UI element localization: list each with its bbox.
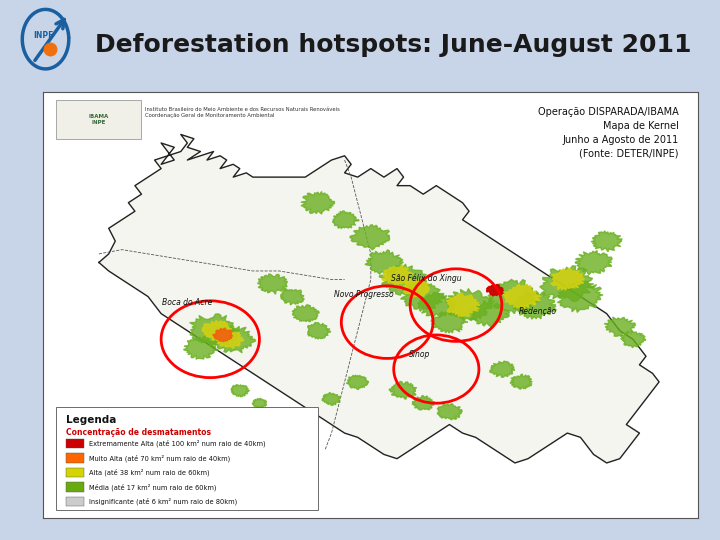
Polygon shape	[446, 288, 493, 321]
Text: Insignificante (até 6 km² num raio de 80km): Insignificante (até 6 km² num raio de 80…	[89, 497, 238, 505]
Polygon shape	[280, 289, 305, 305]
Polygon shape	[503, 284, 541, 309]
Polygon shape	[510, 374, 532, 389]
Polygon shape	[540, 266, 594, 301]
Polygon shape	[486, 285, 503, 296]
Polygon shape	[490, 361, 515, 377]
Text: Concentração de desmatamentos: Concentração de desmatamentos	[66, 428, 211, 437]
Text: IBAMA
INPE: IBAMA INPE	[89, 114, 109, 125]
Text: Muito Alta (até 70 km² num raio de 40km): Muito Alta (até 70 km² num raio de 40km)	[89, 454, 230, 462]
Text: Legenda: Legenda	[66, 415, 117, 425]
Polygon shape	[365, 250, 403, 274]
Polygon shape	[333, 211, 359, 228]
Polygon shape	[446, 293, 480, 316]
Polygon shape	[189, 314, 240, 347]
Text: Alta (até 38 km² num raio de 60km): Alta (até 38 km² num raio de 60km)	[89, 469, 210, 476]
Bar	[56, 408, 318, 510]
Polygon shape	[307, 322, 331, 339]
Polygon shape	[488, 279, 539, 314]
Bar	[66, 468, 84, 477]
Polygon shape	[621, 332, 646, 348]
Polygon shape	[403, 279, 429, 297]
Text: Novo Progresso: Novo Progresso	[334, 290, 394, 299]
Bar	[66, 438, 84, 448]
Polygon shape	[213, 328, 233, 342]
Text: Deforestation hotspots: June-August 2011: Deforestation hotspots: June-August 2011	[96, 33, 692, 57]
Text: Operação DISPARADA/IBAMA
Mapa de Kernel
Junho a Agosto de 2011
(Fonte: DETER/INP: Operação DISPARADA/IBAMA Mapa de Kernel …	[538, 107, 679, 159]
Polygon shape	[184, 336, 218, 359]
Polygon shape	[575, 251, 612, 274]
Polygon shape	[604, 317, 636, 336]
Polygon shape	[257, 274, 288, 294]
Polygon shape	[418, 293, 456, 317]
Polygon shape	[301, 192, 335, 214]
Text: Extremamente Alta (até 100 km² num raio de 40km): Extremamente Alta (até 100 km² num raio …	[89, 440, 266, 447]
Polygon shape	[350, 225, 390, 250]
Polygon shape	[217, 331, 244, 348]
Polygon shape	[322, 393, 341, 406]
Polygon shape	[382, 266, 413, 286]
Polygon shape	[390, 381, 417, 399]
Polygon shape	[346, 375, 369, 389]
Polygon shape	[591, 231, 622, 252]
Polygon shape	[431, 311, 468, 333]
Polygon shape	[230, 384, 249, 397]
Text: Boca do Acre: Boca do Acre	[162, 299, 212, 307]
Text: Média (até 17 km² num raio de 60km): Média (até 17 km² num raio de 60km)	[89, 483, 217, 490]
Polygon shape	[252, 398, 266, 408]
Bar	[56, 100, 141, 139]
Text: INPE: INPE	[34, 31, 54, 40]
Bar	[66, 453, 84, 463]
Polygon shape	[212, 326, 256, 353]
Bar	[66, 497, 84, 506]
Polygon shape	[468, 300, 509, 327]
Polygon shape	[437, 404, 462, 420]
Text: São Félix do Xingu: São Félix do Xingu	[391, 274, 462, 284]
Polygon shape	[551, 268, 585, 291]
Polygon shape	[202, 320, 232, 341]
Text: Redenção: Redenção	[519, 307, 557, 316]
Polygon shape	[400, 282, 445, 312]
Polygon shape	[379, 264, 427, 295]
Polygon shape	[292, 305, 319, 322]
Polygon shape	[557, 281, 603, 313]
Polygon shape	[412, 396, 435, 410]
Text: Instituto Brasileiro do Meio Ambiente e dos Recursos Naturais Renováveis
Coorden: Instituto Brasileiro do Meio Ambiente e …	[145, 107, 340, 118]
Bar	[66, 482, 84, 491]
Polygon shape	[99, 134, 659, 463]
Text: Sinop: Sinop	[409, 350, 431, 359]
Polygon shape	[513, 291, 557, 319]
